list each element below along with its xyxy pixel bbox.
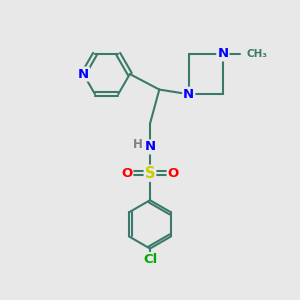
Text: N: N (183, 88, 194, 101)
Text: O: O (121, 167, 132, 180)
Text: S: S (145, 166, 155, 181)
Text: H: H (133, 138, 143, 151)
Text: N: N (217, 47, 228, 60)
Text: N: N (78, 68, 89, 81)
Text: N: N (144, 140, 156, 153)
Text: CH₃: CH₃ (246, 49, 267, 59)
Text: O: O (168, 167, 179, 180)
Text: Cl: Cl (143, 253, 157, 266)
